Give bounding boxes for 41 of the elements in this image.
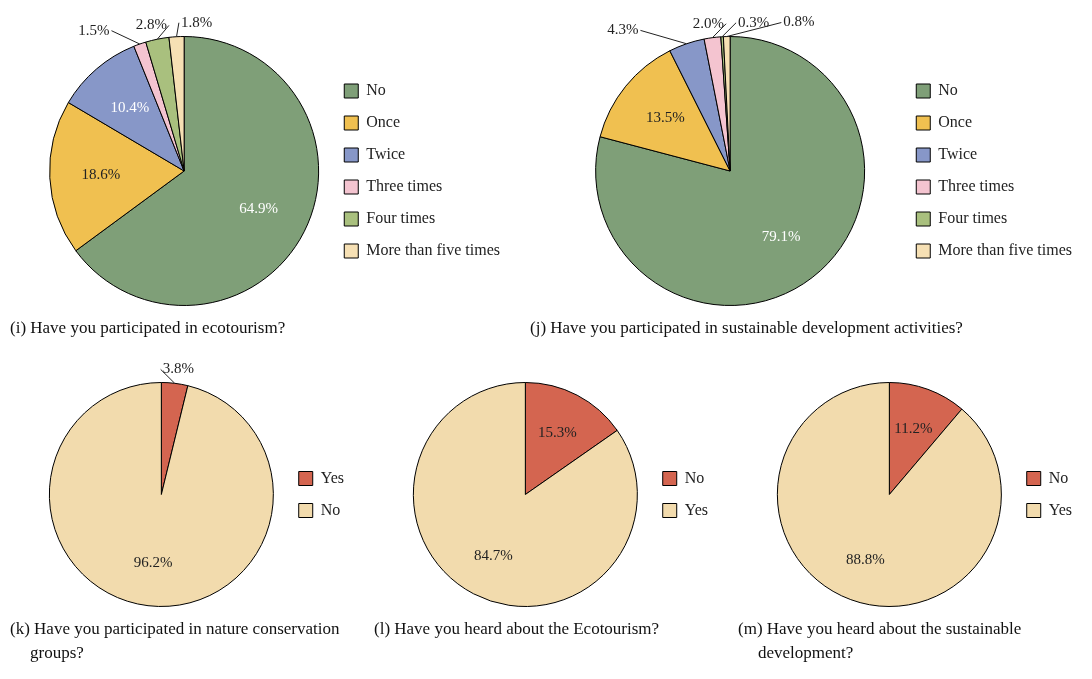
legend-label: No (320, 500, 341, 518)
text: (j) Have you participated in sustainable development activities? (529, 317, 964, 339)
legend-label: No (1048, 468, 1069, 486)
legend-label: Yes (320, 468, 344, 486)
legend-label: Four times (938, 209, 1008, 227)
legend-label: Three times (366, 177, 443, 195)
data-label: 2.8% (135, 16, 167, 33)
legend-label: Twice (366, 145, 406, 163)
data-label: 88.8% (846, 550, 885, 567)
legend-label: Yes (684, 500, 708, 518)
data-label: 0.3% (738, 13, 770, 30)
legend-label: More than five times (938, 241, 1073, 259)
text: (i) Have you participated in ecotourism? (9, 317, 287, 339)
data-label: 2.0% (692, 14, 725, 31)
data-label: 3.8% (162, 360, 194, 377)
legend-label: Three times (938, 177, 1015, 195)
data-label: 18.6% (81, 166, 121, 183)
data-label: 0.8% (783, 13, 815, 30)
text: (l) Have you heard about the Ecotourism? (373, 618, 661, 640)
data-label: 11.2% (894, 420, 933, 437)
legend-label: No (938, 81, 958, 99)
data-label: 64.9% (239, 199, 278, 216)
data-label: 96.2% (133, 554, 173, 571)
legend-label: More than five times (366, 241, 501, 259)
data-label: 1.5% (78, 21, 110, 38)
text: (k) Have you participated in nature conservation groups? (9, 618, 341, 664)
data-label: 15.3% (538, 423, 577, 440)
legend-label: No (366, 81, 386, 99)
legend-label: No (684, 468, 705, 486)
data-label: 4.3% (607, 21, 639, 38)
data-label: 1.8% (180, 13, 213, 30)
legend-label: Twice (938, 145, 978, 163)
data-label: 79.1% (761, 227, 801, 244)
data-label: 13.5% (646, 109, 685, 126)
legend-label: Once (366, 113, 401, 131)
data-label: 84.7% (473, 547, 513, 564)
legend-label: Yes (1048, 500, 1072, 518)
legend-label: Once (938, 113, 973, 131)
legend-label: Four times (366, 209, 436, 227)
text: (m) Have you heard about the sustainable development? (737, 618, 1023, 664)
data-label: 10.4% (110, 98, 150, 115)
